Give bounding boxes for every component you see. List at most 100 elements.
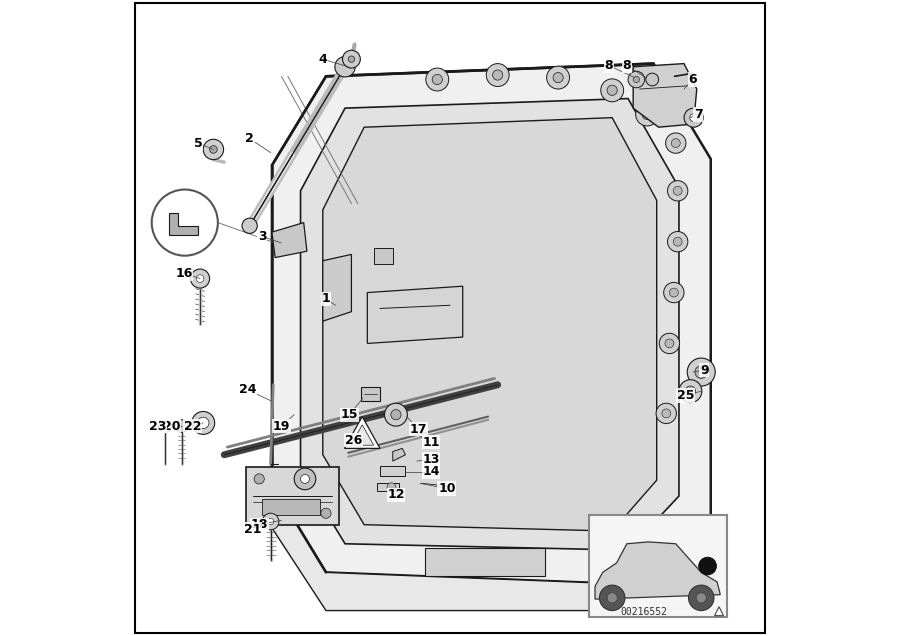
Circle shape	[432, 74, 443, 85]
Circle shape	[391, 410, 401, 420]
Circle shape	[191, 269, 210, 288]
Text: 8: 8	[605, 59, 613, 72]
Text: 26: 26	[345, 434, 362, 446]
Polygon shape	[392, 448, 406, 461]
Text: 18: 18	[250, 518, 268, 531]
Circle shape	[670, 288, 679, 297]
Circle shape	[688, 585, 714, 611]
Circle shape	[684, 108, 703, 127]
Circle shape	[553, 73, 563, 83]
Circle shape	[689, 114, 698, 121]
Circle shape	[608, 85, 617, 95]
Circle shape	[635, 103, 659, 126]
Text: 23: 23	[148, 420, 166, 432]
Polygon shape	[345, 417, 380, 448]
Polygon shape	[272, 64, 711, 585]
Circle shape	[158, 420, 171, 432]
Circle shape	[203, 139, 223, 160]
Circle shape	[673, 237, 682, 246]
Polygon shape	[301, 99, 679, 550]
Circle shape	[384, 403, 408, 426]
Circle shape	[698, 557, 716, 575]
Circle shape	[666, 133, 686, 153]
Circle shape	[335, 57, 356, 77]
Polygon shape	[595, 542, 720, 599]
Polygon shape	[323, 118, 657, 531]
Bar	[380, 466, 406, 476]
Circle shape	[685, 386, 696, 396]
Circle shape	[486, 64, 509, 86]
Text: 11: 11	[422, 436, 440, 448]
Circle shape	[646, 73, 659, 86]
Polygon shape	[367, 286, 463, 343]
Circle shape	[343, 50, 360, 68]
Circle shape	[668, 232, 688, 252]
Circle shape	[197, 417, 209, 429]
Text: 1: 1	[321, 293, 330, 305]
Polygon shape	[323, 254, 351, 321]
Bar	[377, 483, 399, 491]
Bar	[589, 515, 727, 617]
Text: 21: 21	[244, 523, 262, 536]
Polygon shape	[169, 213, 197, 235]
Text: 3: 3	[258, 230, 266, 243]
Bar	[361, 387, 380, 401]
Circle shape	[671, 139, 680, 148]
Polygon shape	[351, 425, 374, 445]
Text: 14: 14	[422, 466, 440, 478]
Circle shape	[659, 333, 680, 354]
Polygon shape	[272, 223, 307, 258]
Text: 22: 22	[184, 420, 202, 432]
Circle shape	[634, 76, 640, 83]
Text: 10: 10	[438, 482, 455, 495]
Circle shape	[152, 190, 218, 256]
Circle shape	[294, 468, 316, 490]
Circle shape	[263, 513, 279, 530]
Circle shape	[210, 146, 217, 153]
Circle shape	[600, 79, 624, 102]
Text: 2: 2	[246, 132, 254, 145]
Text: 4: 4	[319, 53, 328, 66]
Circle shape	[656, 403, 677, 424]
Text: 8: 8	[623, 59, 631, 72]
Circle shape	[301, 474, 310, 483]
Bar	[263, 499, 320, 515]
Text: 15: 15	[341, 408, 358, 421]
Circle shape	[608, 593, 617, 603]
Text: 19: 19	[273, 420, 290, 432]
Text: 9: 9	[700, 364, 708, 377]
Circle shape	[679, 380, 702, 403]
Circle shape	[628, 71, 644, 88]
Bar	[247, 467, 338, 525]
Text: 6: 6	[688, 73, 698, 86]
Circle shape	[348, 56, 355, 62]
Circle shape	[387, 483, 396, 492]
Text: 5: 5	[194, 137, 202, 149]
Circle shape	[492, 70, 503, 80]
Circle shape	[673, 186, 682, 195]
Circle shape	[688, 358, 716, 386]
Circle shape	[668, 181, 688, 201]
Circle shape	[254, 474, 265, 484]
Circle shape	[267, 518, 274, 525]
Circle shape	[642, 109, 652, 120]
Circle shape	[192, 411, 215, 434]
Circle shape	[696, 593, 706, 603]
Text: 17: 17	[410, 423, 427, 436]
Text: 7: 7	[694, 108, 702, 121]
Text: 16: 16	[176, 267, 193, 280]
Text: 20: 20	[163, 420, 180, 432]
Polygon shape	[272, 483, 711, 611]
Circle shape	[321, 508, 331, 518]
Circle shape	[662, 409, 670, 418]
Circle shape	[176, 420, 188, 432]
Circle shape	[599, 585, 625, 611]
Text: 00216552: 00216552	[620, 607, 668, 617]
Bar	[374, 248, 392, 264]
Text: 24: 24	[239, 384, 256, 396]
Polygon shape	[715, 607, 724, 616]
Text: 12: 12	[387, 488, 405, 501]
Circle shape	[663, 282, 684, 303]
Text: 25: 25	[677, 389, 694, 402]
Text: 13: 13	[422, 453, 439, 466]
